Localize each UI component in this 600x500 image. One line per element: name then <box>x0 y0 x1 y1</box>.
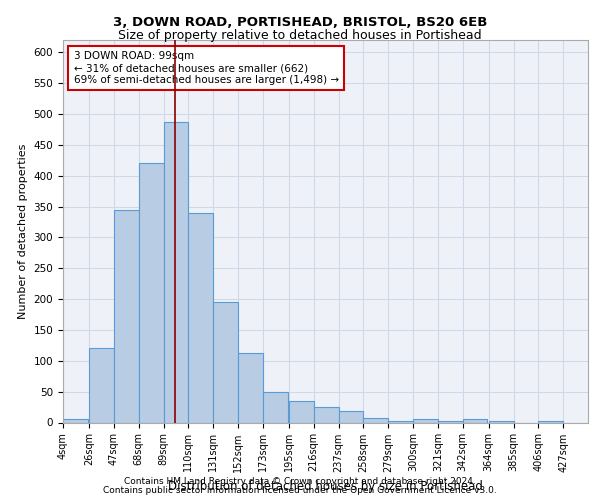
Bar <box>388 420 413 422</box>
X-axis label: Distribution of detached houses by size in Portishead: Distribution of detached houses by size … <box>168 480 483 493</box>
Bar <box>338 412 364 422</box>
Text: 3 DOWN ROAD: 99sqm
← 31% of detached houses are smaller (662)
69% of semi-detach: 3 DOWN ROAD: 99sqm ← 31% of detached hou… <box>74 52 338 84</box>
Bar <box>139 164 164 422</box>
Bar <box>463 420 487 422</box>
Bar <box>164 122 188 422</box>
Bar <box>538 420 563 422</box>
Y-axis label: Number of detached properties: Number of detached properties <box>18 144 28 319</box>
Bar <box>263 392 287 422</box>
Text: Size of property relative to detached houses in Portishead: Size of property relative to detached ho… <box>118 29 482 42</box>
Text: Contains public sector information licensed under the Open Government Licence v3: Contains public sector information licen… <box>103 486 497 495</box>
Text: 3, DOWN ROAD, PORTISHEAD, BRISTOL, BS20 6EB: 3, DOWN ROAD, PORTISHEAD, BRISTOL, BS20 … <box>113 16 487 29</box>
Bar <box>63 420 88 422</box>
Bar <box>213 302 238 422</box>
Bar <box>238 354 263 422</box>
Bar <box>488 420 514 422</box>
Bar <box>188 212 213 422</box>
Bar <box>114 210 139 422</box>
Bar <box>364 418 388 422</box>
Bar <box>289 401 314 422</box>
Bar <box>89 348 114 422</box>
Text: Contains HM Land Registry data © Crown copyright and database right 2024.: Contains HM Land Registry data © Crown c… <box>124 477 476 486</box>
Bar <box>314 407 338 422</box>
Bar <box>413 420 438 422</box>
